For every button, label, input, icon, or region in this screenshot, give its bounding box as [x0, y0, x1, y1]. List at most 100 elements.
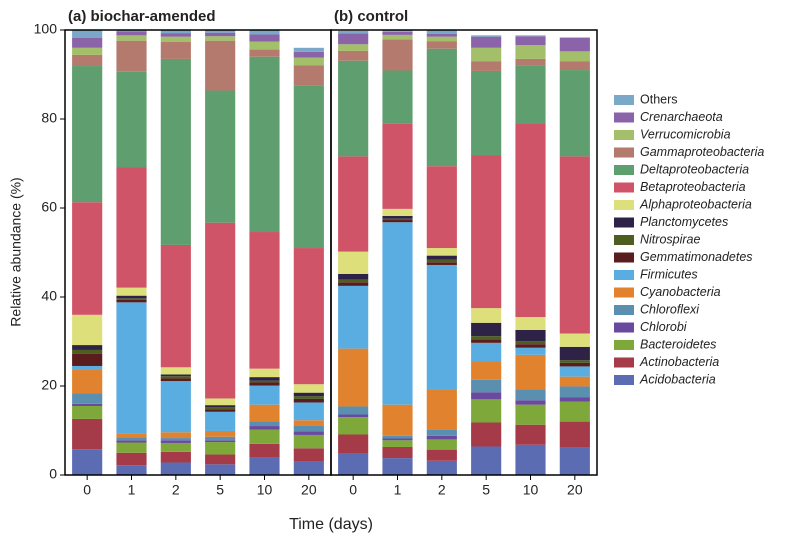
bar-segment [338, 50, 369, 61]
bar-segment [559, 401, 590, 422]
x-tick-label: 0 [83, 482, 91, 498]
bar-segment [205, 222, 236, 399]
bar-segment [160, 42, 191, 59]
bar-segment [205, 36, 236, 41]
bar-segment [382, 123, 413, 209]
bar-segment [160, 440, 191, 443]
bar-segment [559, 376, 590, 387]
bar-segment [338, 417, 369, 435]
x-axis-label: Time (days) [289, 516, 373, 533]
bar-segment [205, 32, 236, 37]
bar-segment [72, 38, 103, 48]
x-tick-label: 20 [567, 482, 583, 498]
bar-segment [160, 432, 191, 439]
bar-segment [293, 461, 324, 475]
bar-segment [426, 429, 457, 436]
legend-swatch [614, 112, 634, 123]
bar-segment [382, 39, 413, 71]
bar-segment [338, 414, 369, 418]
x-tick-label: 10 [257, 482, 273, 498]
bar-segment [205, 454, 236, 465]
bar-segment [160, 462, 191, 475]
bar-segment [205, 430, 236, 437]
bar-segment [72, 47, 103, 55]
bar-segment [426, 166, 457, 249]
bar-segment [338, 453, 369, 475]
bar-segment [160, 367, 191, 375]
bar-segment [116, 442, 147, 453]
bar-segment [382, 34, 413, 40]
bar-segment [72, 418, 103, 450]
x-tick-label: 2 [438, 482, 446, 498]
bar-segment [471, 446, 502, 475]
y-tick-label: 100 [34, 21, 58, 37]
bar-segment [471, 336, 502, 340]
legend-label: Planctomycetes [640, 215, 728, 229]
bar-segment [426, 41, 457, 49]
bar-segment [293, 420, 324, 426]
legend-swatch [614, 200, 634, 210]
bar-segment [160, 438, 191, 441]
bar-segment [471, 342, 502, 362]
bar-segment [293, 434, 324, 449]
bar-segment [426, 262, 457, 265]
bar-segment [559, 346, 590, 361]
bar-segment [116, 287, 147, 296]
bar-segment [426, 389, 457, 430]
bar-segment [338, 273, 369, 280]
legend-label: Firmicutes [640, 267, 698, 281]
bar-segment [515, 389, 546, 401]
legend-label: Chloroflexi [640, 302, 700, 316]
bar-segment [471, 308, 502, 323]
bar-segment [293, 396, 324, 399]
bar-segment [338, 285, 369, 349]
bar-segment [205, 442, 236, 455]
legend-label: Acidobacteria [639, 372, 716, 386]
bar-segment [160, 378, 191, 382]
y-tick-label: 20 [41, 377, 57, 393]
bar-segment [160, 58, 191, 245]
bar-segment [382, 216, 413, 219]
bar-segment [116, 295, 147, 299]
bar-segment [249, 421, 280, 427]
x-tick-label: 2 [172, 482, 180, 498]
bar-segment [559, 156, 590, 334]
bar-segment [515, 341, 546, 345]
bar-segment [515, 424, 546, 445]
y-tick-label: 0 [49, 466, 57, 482]
bar-segment [426, 255, 457, 260]
bar-segment [382, 218, 413, 221]
legend-swatch [614, 165, 634, 175]
bar-segment [249, 56, 280, 233]
bar-segment [382, 220, 413, 223]
bar-segment [72, 449, 103, 475]
y-tick-label: 40 [41, 288, 57, 304]
bar-segment [293, 392, 324, 397]
bar-segment [515, 344, 546, 348]
bar-segment [249, 457, 280, 475]
bar-segment [515, 354, 546, 390]
bar-segment [72, 365, 103, 370]
bar-segment [426, 460, 457, 475]
bar-segment [116, 40, 147, 72]
bar-segment [205, 40, 236, 91]
legend-swatch [614, 235, 634, 245]
bar-segment [116, 440, 147, 443]
bar-segment [116, 71, 147, 168]
bar-segment [515, 329, 546, 342]
legend-swatch [614, 95, 634, 105]
bar-segment [426, 439, 457, 450]
bar-segment [205, 409, 236, 412]
legend-swatch [614, 375, 634, 385]
legend-label: Deltaproteobacteria [640, 162, 749, 176]
bar-segment [338, 156, 369, 252]
bar-segment [249, 382, 280, 386]
bar-segment [426, 34, 457, 37]
bar-segment [293, 425, 324, 432]
bar-segment [116, 31, 147, 36]
panel-title: (b) control [334, 8, 408, 25]
bar-segment [116, 35, 147, 41]
bar-segment [205, 90, 236, 223]
plot-frame [330, 29, 598, 476]
